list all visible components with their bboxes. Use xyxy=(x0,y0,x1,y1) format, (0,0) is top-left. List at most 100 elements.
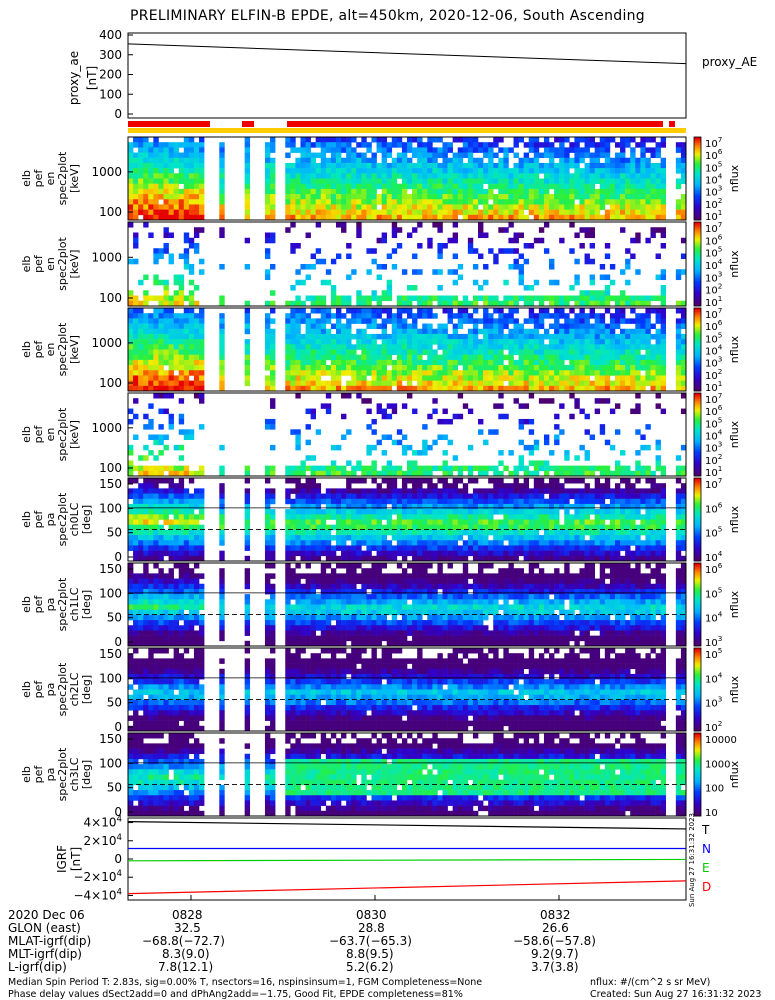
spectrogram-cell xyxy=(655,274,661,281)
spectrogram-cell xyxy=(128,470,134,477)
spectrogram-cell xyxy=(401,162,408,169)
spectrogram-cell xyxy=(533,162,540,169)
spectrogram-cell xyxy=(356,393,362,399)
spectrogram-cell xyxy=(143,274,149,281)
spectrogram-cell xyxy=(407,328,413,335)
spectrogram-cell xyxy=(645,349,651,355)
spectrogram-cell xyxy=(579,375,585,381)
spectrogram-cell xyxy=(483,488,489,494)
spectrogram-cell xyxy=(407,142,413,148)
spectrogram-cell xyxy=(412,339,418,345)
spectrogram-cell xyxy=(493,168,499,174)
spectrogram-cell xyxy=(128,318,134,324)
spectrogram-cell xyxy=(549,258,555,265)
spectrogram-cell xyxy=(270,375,276,381)
spectrogram-cell xyxy=(148,339,154,345)
spectrogram-cell xyxy=(630,354,636,361)
spectrogram-cell xyxy=(483,147,489,153)
spectrogram-cell xyxy=(330,370,337,376)
spectrogram-cell xyxy=(244,478,251,484)
colorbar-cell xyxy=(694,238,701,242)
spectrogram-cell xyxy=(523,354,530,361)
spectrogram-cell xyxy=(594,147,601,153)
spectrogram-cell xyxy=(270,488,276,494)
spectrogram-cell xyxy=(341,295,347,302)
spectrogram-cell xyxy=(341,227,347,233)
spectrogram-cell xyxy=(396,514,403,520)
ylabel-pef_perp: en xyxy=(44,257,57,271)
spectrogram-cell xyxy=(493,344,499,350)
spectrogram-cell xyxy=(675,323,682,330)
spectrogram-cell xyxy=(559,429,565,435)
spectrogram-cell xyxy=(138,147,144,153)
spectrogram-cell xyxy=(407,493,413,500)
spectrogram-cell xyxy=(640,444,646,451)
spectrogram-cell xyxy=(447,493,453,500)
spectrogram-cell xyxy=(163,248,169,254)
spectrogram-cell xyxy=(604,370,611,376)
spectrogram-cell xyxy=(320,199,327,205)
spectrogram-cell xyxy=(523,370,530,376)
spectrogram-cell xyxy=(645,470,651,477)
spectrogram-cell xyxy=(447,545,453,551)
spectrogram-cell xyxy=(498,248,504,254)
spectrogram-cell xyxy=(356,204,362,210)
spectrogram-cell xyxy=(417,178,423,184)
spectrogram-cell xyxy=(528,354,535,361)
ytick-pef_para: 1000 xyxy=(91,336,122,350)
spectrogram-cell xyxy=(533,204,540,210)
spectrogram-cell xyxy=(396,313,403,319)
spectrogram-cell xyxy=(401,204,408,210)
spectrogram-cell xyxy=(427,349,433,355)
spectrogram-cell xyxy=(503,199,509,205)
spectrogram-cell xyxy=(300,460,306,466)
spectrogram-cell xyxy=(290,503,296,510)
spectrogram-cell xyxy=(574,375,580,381)
spectrogram-cell xyxy=(386,354,393,361)
spectrogram-cell xyxy=(630,300,636,307)
spectrogram-cell xyxy=(341,555,347,562)
spectrogram-cell xyxy=(341,214,347,221)
spectrogram-cell xyxy=(153,370,159,376)
spectrogram-cell xyxy=(300,168,306,174)
spectrogram-cell xyxy=(462,313,469,319)
spectrogram-cell xyxy=(417,354,423,361)
spectrogram-cell xyxy=(528,295,535,302)
spectrogram-cell xyxy=(396,545,403,551)
spectrogram-cell xyxy=(341,349,347,355)
spectrogram-cell xyxy=(538,483,545,489)
colorbar-cell xyxy=(694,245,701,248)
spectrogram-cell xyxy=(478,470,484,477)
spectrogram-cell xyxy=(549,365,555,371)
spectrogram-cell xyxy=(462,339,469,345)
spectrogram-cell xyxy=(386,403,393,409)
spectrogram-cell xyxy=(396,465,403,472)
spectrogram-cell xyxy=(173,194,180,200)
spectrogram-cell xyxy=(346,393,352,399)
spectrogram-cell xyxy=(193,333,200,340)
spectrogram-cell xyxy=(457,529,464,536)
spectrogram-cell xyxy=(133,550,139,557)
spectrogram-cell xyxy=(178,478,185,484)
spectrogram-cell xyxy=(386,295,393,302)
spectrogram-cell xyxy=(625,354,631,361)
spectrogram-cell xyxy=(264,157,271,164)
spectrogram-cell xyxy=(325,269,332,275)
spectrogram-cell xyxy=(330,344,337,350)
spectrogram-cell xyxy=(472,365,479,371)
spectrogram-cell xyxy=(599,274,606,281)
spectrogram-cell xyxy=(604,173,611,179)
spectrogram-cell xyxy=(346,470,352,477)
spectrogram-cell xyxy=(290,465,296,472)
spectrogram-cell xyxy=(574,470,580,477)
spectrogram-cell xyxy=(422,514,428,520)
spectrogram-cell xyxy=(138,509,144,515)
spectrogram-cell xyxy=(335,555,342,562)
spectrogram-cell xyxy=(675,199,682,205)
spectrogram-cell xyxy=(528,344,535,350)
spectrogram-cell xyxy=(467,344,474,350)
spectrogram-cell xyxy=(128,540,134,546)
spectrogram-cell xyxy=(320,168,327,174)
spectrogram-cell xyxy=(549,147,555,153)
spectrogram-cell xyxy=(193,188,200,195)
